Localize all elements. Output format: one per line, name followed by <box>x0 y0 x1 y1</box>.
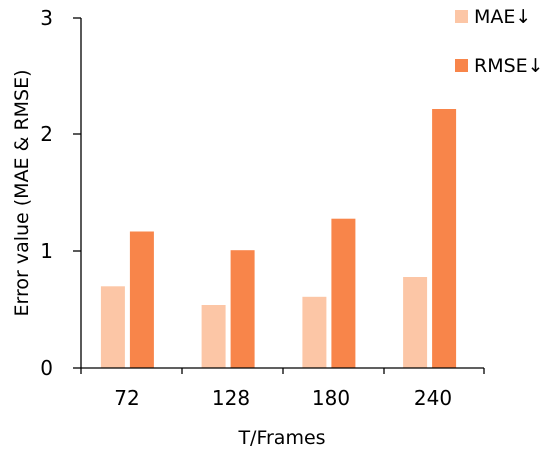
x-axis: 72 128 180 240 T/Frames <box>80 367 485 449</box>
y-tick-label: 2 <box>40 122 53 146</box>
legend-label-mae: MAE↓ <box>474 6 531 28</box>
bar-mae-180 <box>302 296 327 368</box>
x-tick-label: 240 <box>414 386 452 410</box>
x-tick-label: 180 <box>312 386 350 410</box>
bar-rmse-240 <box>432 109 457 368</box>
y-axis-title: Error value (MAE & RMSE) <box>11 69 33 316</box>
bar-rmse-72 <box>129 231 154 368</box>
legend-swatch-mae <box>455 10 468 23</box>
y-tick-label: 3 <box>40 6 53 30</box>
bar-mae-240 <box>403 277 428 368</box>
y-axis: 0 1 2 3 Error value (MAE & RMSE) <box>11 6 82 380</box>
legend-swatch-rmse <box>455 59 468 72</box>
legend-item-rmse: RMSE↓ <box>455 55 544 77</box>
x-axis-title: T/Frames <box>237 427 325 449</box>
bar-rmse-128 <box>230 250 255 368</box>
bar-rmse-180 <box>331 218 356 368</box>
y-tick-label: 1 <box>40 239 53 263</box>
bar-series-group <box>100 109 457 368</box>
x-tick-label: 128 <box>212 386 250 410</box>
legend: MAE↓ RMSE↓ <box>455 6 544 77</box>
y-tick-label: 0 <box>40 356 53 380</box>
bar-mae-72 <box>100 286 125 368</box>
bar-mae-128 <box>201 305 226 368</box>
legend-label-rmse: RMSE↓ <box>474 55 544 77</box>
legend-item-mae: MAE↓ <box>455 6 531 28</box>
x-tick-label: 72 <box>114 386 139 410</box>
